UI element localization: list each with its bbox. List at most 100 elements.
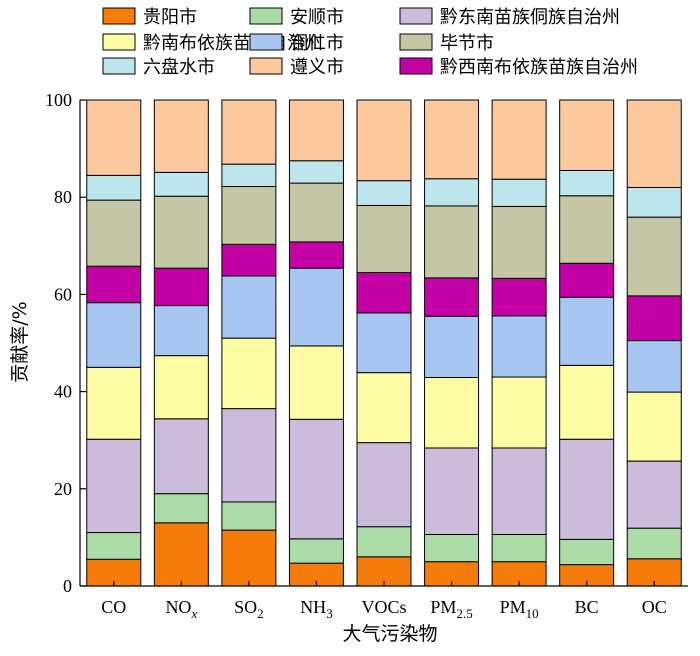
bar-segment-PM10-2 — [491, 447, 547, 535]
legend-swatch-3 — [102, 33, 136, 51]
legend-swatch-5 — [399, 33, 433, 51]
bar-segment-PM10-5 — [491, 205, 547, 279]
bar-segment-SO2-2 — [221, 408, 277, 503]
bar-segment-CO-4 — [86, 302, 142, 368]
bar-segment-NH3-1 — [288, 538, 344, 564]
bar-segment-BC-8 — [559, 262, 615, 298]
legend-swatch-7 — [249, 57, 283, 75]
bar-segment-CO-1 — [86, 532, 142, 560]
bar-segment-PM10-3 — [491, 376, 547, 449]
y-tick-label: 60 — [54, 284, 72, 304]
y-tick-label: 0 — [63, 576, 72, 596]
bar-segment-CO-6 — [86, 174, 142, 201]
x-tick-label: CO — [101, 597, 126, 617]
bar-segment-NOx-4 — [153, 305, 209, 357]
bar-segment-SO2-5 — [221, 186, 277, 245]
bar-segment-BC-7 — [559, 99, 615, 171]
bar-segment-SO2-7 — [221, 99, 277, 165]
y-tick-label: 100 — [45, 90, 72, 110]
bar-segment-VOCs-4 — [356, 312, 412, 374]
y-tick-label: 80 — [54, 187, 72, 207]
bar-segment-CO-7 — [86, 99, 142, 176]
bar-segment-NOx-7 — [153, 99, 209, 173]
bar-segment-OC-3 — [626, 391, 682, 462]
bar-segment-BC-2 — [559, 438, 615, 540]
bar-segment-NOx-3 — [153, 355, 209, 420]
bar-segment-NOx-1 — [153, 493, 209, 524]
legend-swatch-6 — [102, 57, 136, 75]
bar-segment-NH3-7 — [288, 99, 344, 162]
bar-segment-OC-2 — [626, 460, 682, 529]
legend-label-7: 遵义市 — [290, 57, 344, 78]
legend-swatch-1 — [249, 7, 283, 25]
bar-segment-NH3-4 — [288, 267, 344, 347]
bar-segment-BC-4 — [559, 296, 615, 366]
bar-segment-SO2-1 — [221, 501, 277, 531]
bar-segment-PM2.5-6 — [424, 178, 480, 207]
bar-segment-PM2.5-5 — [424, 205, 480, 279]
bar-segment-CO-3 — [86, 366, 142, 440]
bar-segment-VOCs-3 — [356, 372, 412, 444]
bar-segment-NH3-5 — [288, 182, 344, 243]
legend: 贵阳市 安顺市 黔东南苗族侗族自治州黔南布依族苗族自治州铜仁市 毕节市六盘水市 遵义市黔… — [102, 7, 638, 78]
legend-label-1: 安顺市 — [290, 7, 344, 28]
bar-segment-OC-5 — [626, 216, 682, 297]
bar-segment-PM2.5-8 — [424, 277, 480, 317]
bar-segment-CO-8 — [86, 265, 142, 304]
bar-segment-SO2-0 — [221, 529, 277, 587]
legend-label-2: 黔东南苗族侗族自治州 — [440, 7, 620, 28]
legend-swatch-0 — [102, 7, 136, 25]
bar-segment-SO2-4 — [221, 275, 277, 339]
bar-segment-NH3-6 — [288, 160, 344, 184]
bar-segment-PM2.5-2 — [424, 447, 480, 535]
bar-segment-PM10-6 — [491, 178, 547, 207]
bar-segment-OC-1 — [626, 527, 682, 560]
y-tick-label: 40 — [54, 382, 72, 402]
bar-segment-NOx-0 — [153, 522, 209, 587]
bars-layer — [86, 99, 682, 587]
bar-segment-BC-1 — [559, 538, 615, 566]
bar-segment-VOCs-7 — [356, 99, 412, 182]
bar-segment-PM10-8 — [491, 277, 547, 317]
legend-swatch-2 — [399, 7, 433, 25]
bar-segment-BC-5 — [559, 195, 615, 264]
x-tick-label: PM10 — [500, 597, 539, 621]
axes: 0 20 40 60 80 100 CO NOx SO2 NH3 VOCs PM2.5 PM10 BC OC — [45, 90, 688, 621]
bar-segment-NOx-5 — [153, 195, 209, 269]
y-axis-label: 贡献率/% — [9, 301, 31, 382]
x-axis-label: 大气污染物 — [342, 623, 437, 645]
legend-label-0: 贵阳市 — [143, 7, 197, 28]
legend-swatch-4 — [249, 33, 283, 51]
bar-segment-BC-3 — [559, 364, 615, 440]
bar-segment-VOCs-1 — [356, 526, 412, 558]
bar-segment-PM10-1 — [491, 533, 547, 563]
bar-segment-PM10-7 — [491, 99, 547, 180]
x-tick-label: NH3 — [300, 597, 333, 621]
legend-label-8: 黔西南布依族苗族自治州 — [440, 57, 638, 78]
x-tick-label: PM2.5 — [430, 597, 472, 621]
x-tick-label: OC — [642, 597, 667, 617]
y-tick-label: 20 — [54, 479, 72, 499]
bar-segment-NOx-2 — [153, 418, 209, 495]
bar-segment-BC-6 — [559, 169, 615, 197]
bar-segment-PM10-4 — [491, 315, 547, 378]
x-tick-label: BC — [575, 597, 599, 617]
bar-segment-OC-4 — [626, 340, 682, 393]
bar-segment-VOCs-6 — [356, 180, 412, 206]
bar-segment-NOx-8 — [153, 267, 209, 307]
bar-segment-NH3-3 — [288, 345, 344, 420]
bar-segment-OC-6 — [626, 186, 682, 218]
bar-segment-SO2-8 — [221, 243, 277, 277]
bar-segment-NOx-6 — [153, 171, 209, 197]
bar-segment-PM2.5-1 — [424, 533, 480, 563]
legend-label-4: 铜仁市 — [290, 33, 344, 54]
legend-label-6: 六盘水市 — [143, 57, 215, 78]
x-tick-label: NOx — [165, 597, 197, 621]
legend-label-5: 毕节市 — [440, 33, 494, 54]
bar-segment-PM2.5-3 — [424, 377, 480, 449]
bar-segment-NH3-2 — [288, 418, 344, 540]
bar-segment-PM2.5-7 — [424, 99, 480, 180]
bar-segment-VOCs-8 — [356, 272, 412, 314]
bar-segment-VOCs-2 — [356, 442, 412, 528]
